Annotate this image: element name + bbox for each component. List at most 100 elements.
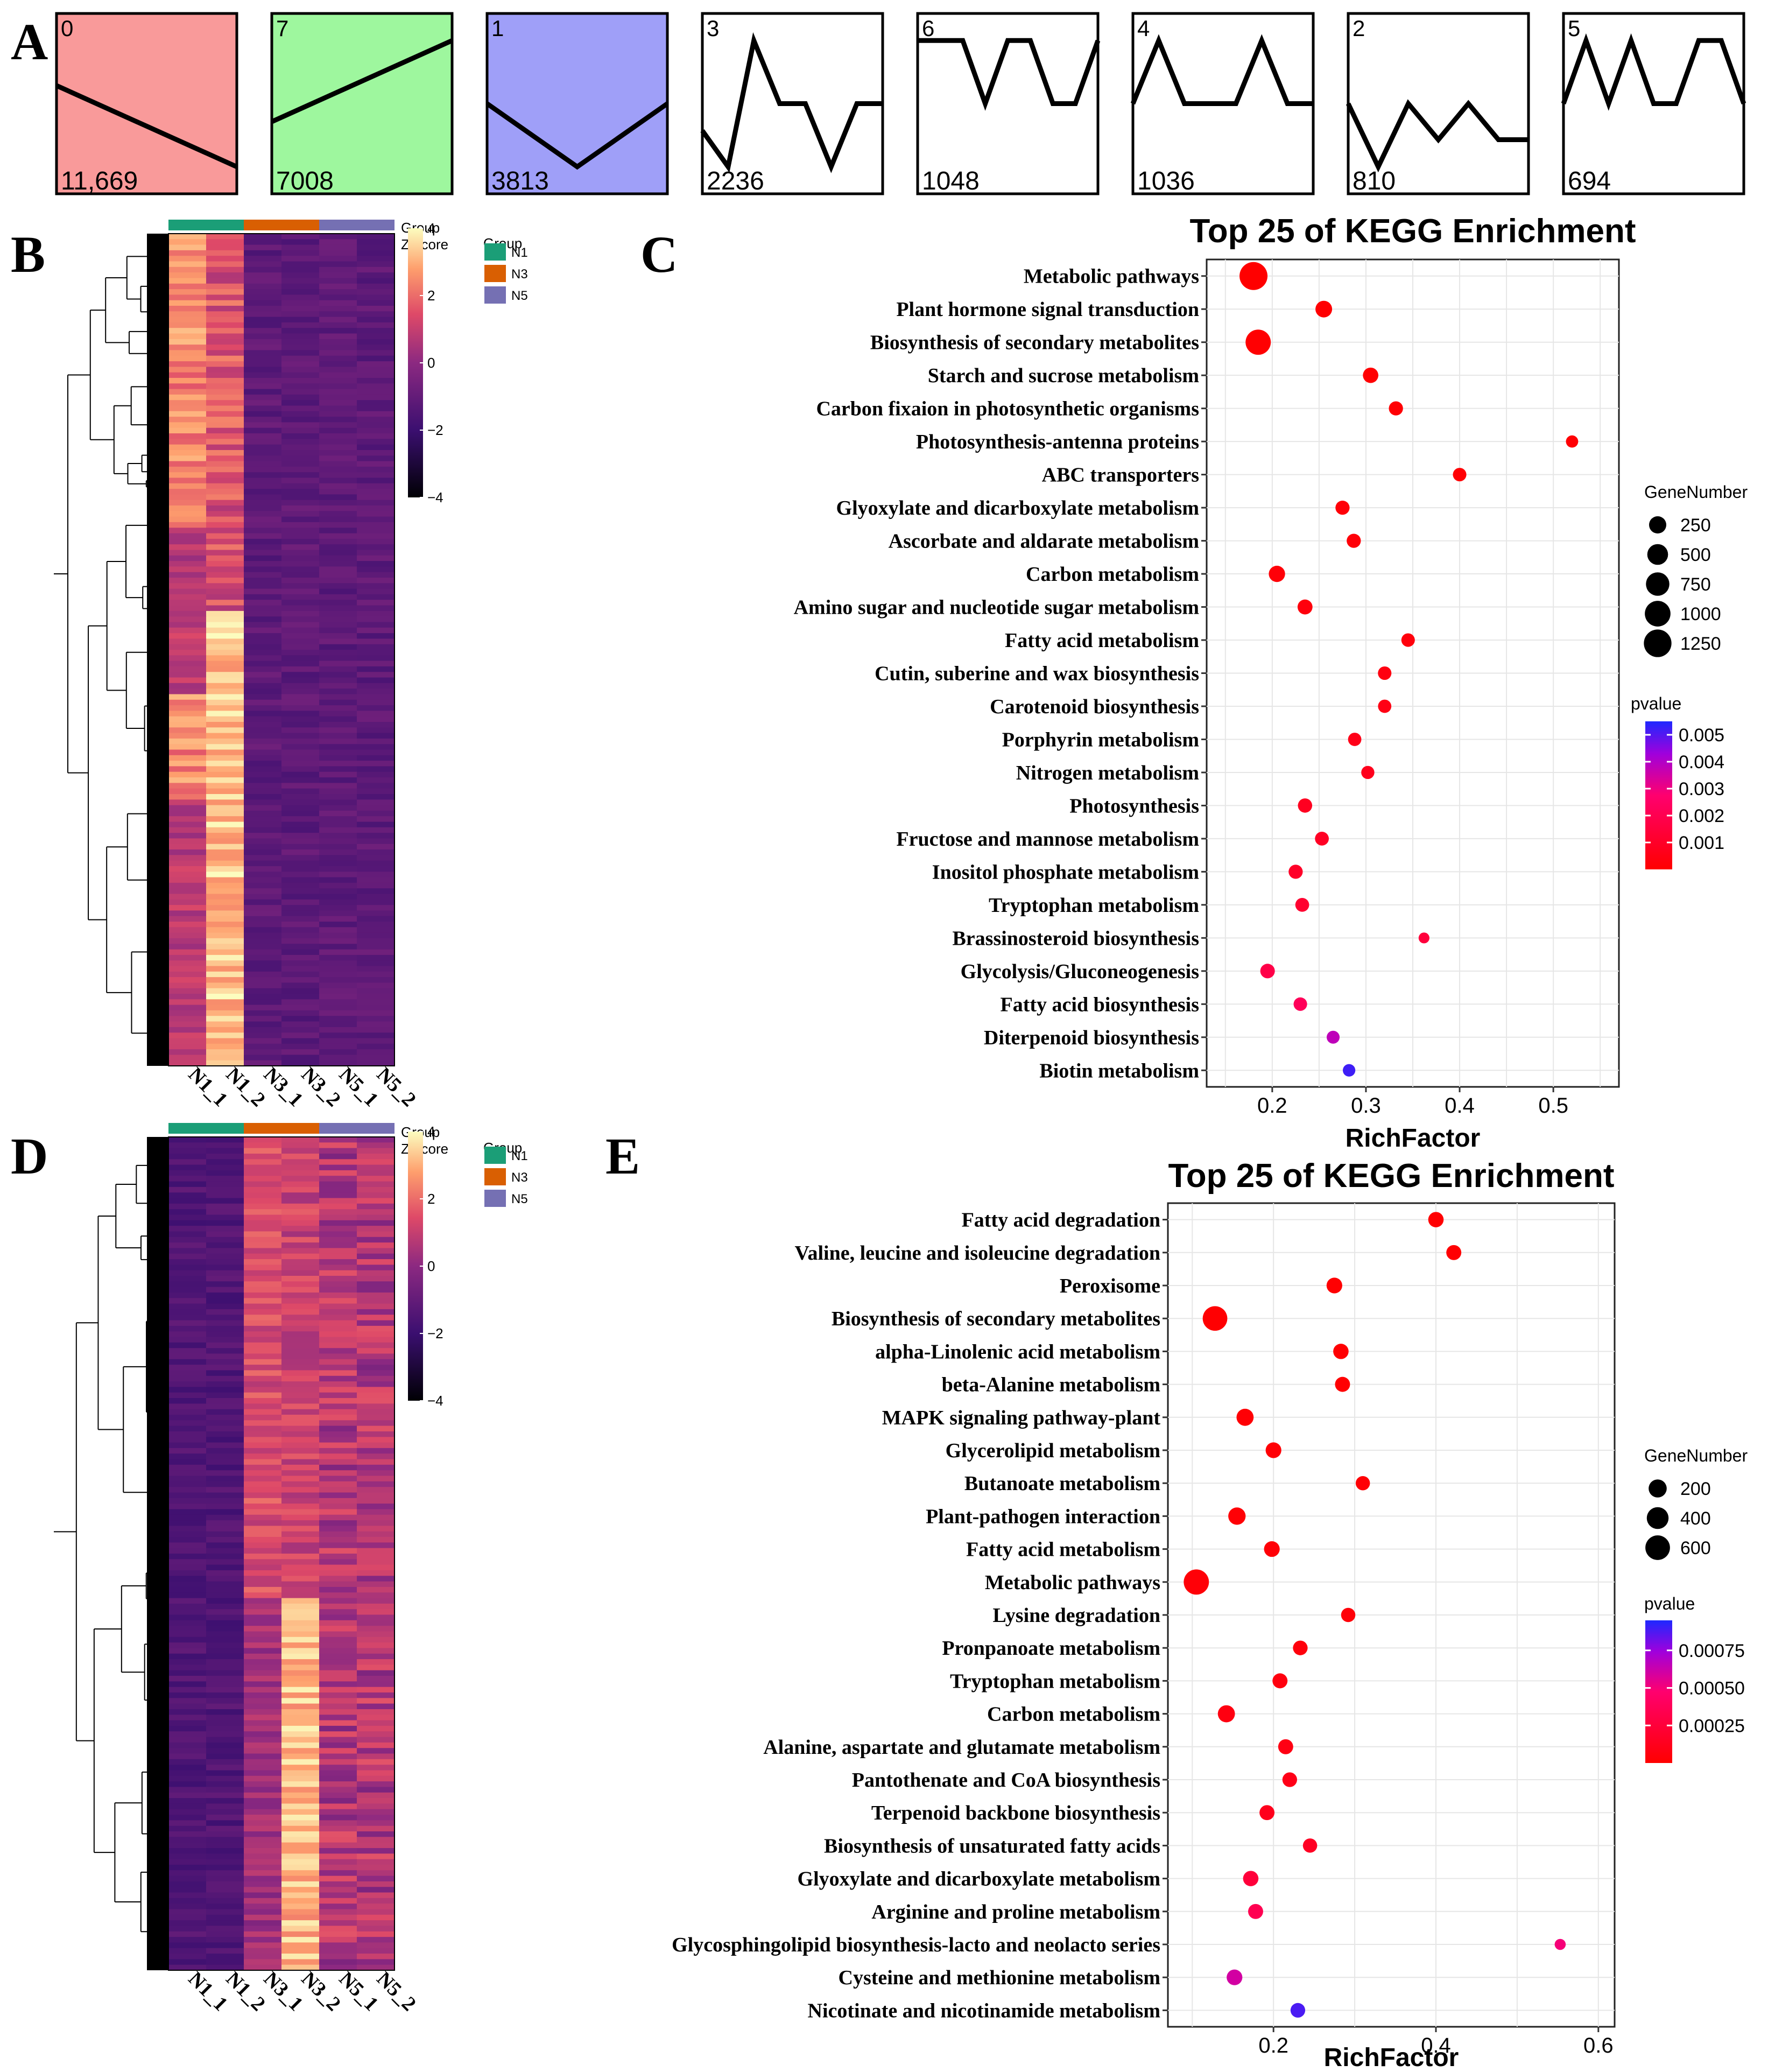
trend-profile-box bbox=[270, 12, 454, 195]
kegg-chart-c: Top 25 of KEGG Enrichment RichFactor Gen… bbox=[794, 213, 1748, 1153]
points bbox=[1239, 262, 1579, 1077]
category-label: Biosynthesis of secondary metabolites bbox=[870, 332, 1199, 354]
group-legend-swatch-n5 bbox=[484, 286, 506, 304]
category-label: Pantothenate and CoA biosynthesis bbox=[852, 1769, 1160, 1792]
enrichment-point bbox=[1236, 1408, 1254, 1426]
group-legend-swatch-n5 bbox=[484, 1190, 506, 1207]
trend-profile-id: 6 bbox=[922, 16, 934, 41]
trend-profile-count: 3813 bbox=[491, 167, 549, 195]
enrichment-point bbox=[1363, 367, 1379, 383]
category-label: Cutin, suberine and wax biosynthesis bbox=[875, 663, 1199, 685]
category-label: Carotenoid biosynthesis bbox=[990, 696, 1199, 718]
pvalue-tick-label: 0.00050 bbox=[1679, 1678, 1745, 1699]
group-bar-n3 bbox=[244, 220, 319, 230]
colorbar-tick: −4 bbox=[427, 489, 443, 505]
pvalue-tick-label: 0.00075 bbox=[1679, 1641, 1745, 1661]
category-label: Peroxisome bbox=[1060, 1275, 1160, 1297]
enrichment-point bbox=[1288, 865, 1303, 879]
category-label: Cysteine and methionine metabolism bbox=[839, 1966, 1161, 1989]
category-label: Biosynthesis of secondary metabolites bbox=[832, 1308, 1160, 1330]
trend-profile-count: 2236 bbox=[707, 167, 764, 195]
category-label: Lysine degradation bbox=[993, 1604, 1160, 1627]
category-label: Photosynthesis-antenna proteins bbox=[916, 431, 1199, 453]
category-label: Plant-pathogen interaction bbox=[926, 1505, 1160, 1528]
category-label: Tryptophan metabolism bbox=[989, 894, 1199, 917]
category-label: Metabolic pathways bbox=[985, 1571, 1160, 1594]
category-label: Nitrogen metabolism bbox=[1016, 762, 1199, 784]
pvalue-tick-label: 0.002 bbox=[1679, 806, 1724, 826]
enrichment-point bbox=[1326, 1030, 1340, 1044]
enrichment-point bbox=[1355, 1476, 1370, 1491]
category-label: Biotin metabolism bbox=[1039, 1059, 1199, 1082]
enrichment-point bbox=[1348, 733, 1362, 746]
category-label: Plant hormone signal transduction bbox=[896, 298, 1199, 321]
size-legend-label: 500 bbox=[1680, 545, 1711, 565]
x-tick-label: 0.6 bbox=[1583, 2034, 1614, 2057]
enrichment-point bbox=[1269, 565, 1285, 582]
enrichment-point bbox=[1326, 1277, 1342, 1294]
enrichment-point bbox=[1453, 468, 1467, 482]
pvalue-tick-label: 0.004 bbox=[1679, 752, 1724, 772]
chart-c-xlabel: RichFactor bbox=[1346, 1124, 1481, 1153]
category-label: Glycosphingolipid biosynthesis-lacto and… bbox=[672, 1934, 1160, 1956]
x-tick-label: 0.2 bbox=[1257, 1094, 1287, 1118]
enrichment-point bbox=[1298, 798, 1313, 813]
pvalue-colorbar bbox=[1645, 1620, 1672, 1763]
group-bar-n5 bbox=[319, 1123, 395, 1134]
enrichment-point bbox=[1566, 435, 1579, 448]
category-label: ABC transporters bbox=[1042, 464, 1199, 487]
enrichment-point bbox=[1217, 1705, 1235, 1723]
size-legend-label: 600 bbox=[1680, 1538, 1711, 1558]
trend-profile-count: 810 bbox=[1353, 167, 1396, 195]
group-bar-n3 bbox=[244, 1123, 319, 1134]
category-label: Carbon fixaion in photosynthetic organis… bbox=[816, 398, 1199, 420]
category-label: Starch and sucrose metabolism bbox=[928, 364, 1199, 387]
size-legend-label: 200 bbox=[1680, 1479, 1711, 1499]
enrichment-point bbox=[1401, 633, 1415, 647]
trend-profile-box bbox=[55, 12, 238, 195]
category-label: Fructose and mannose metabolism bbox=[896, 828, 1199, 851]
x-tick-label: 0.2 bbox=[1258, 2034, 1288, 2057]
group-legend-swatch-n1 bbox=[484, 1147, 506, 1164]
enrichment-point bbox=[1259, 1805, 1275, 1821]
enrichment-point bbox=[1428, 1212, 1444, 1227]
enrichment-point bbox=[1343, 1064, 1356, 1077]
trend-profile-line bbox=[1561, 33, 1746, 111]
category-label: Brassinosteroid biosynthesis bbox=[952, 927, 1199, 950]
trend-profile-line bbox=[1130, 34, 1313, 106]
enrichment-point bbox=[1290, 2003, 1306, 2018]
category-label: Inositol phosphate metabolism bbox=[932, 861, 1199, 883]
size-legend-key bbox=[1645, 601, 1671, 627]
enrichment-point bbox=[1554, 1938, 1566, 1950]
enrichment-point bbox=[1418, 932, 1429, 944]
trend-profile-count: 1048 bbox=[922, 167, 980, 195]
group-legend-label: N3 bbox=[511, 267, 528, 282]
enrichment-point bbox=[1333, 1344, 1349, 1359]
trend-profile-line bbox=[918, 38, 1101, 111]
enrichment-point bbox=[1389, 401, 1403, 416]
category-label: Terpenoid backbone biosynthesis bbox=[871, 1802, 1160, 1824]
size-legend-key bbox=[1647, 544, 1668, 565]
size-legend-label: 750 bbox=[1680, 574, 1711, 595]
trend-profile-id: 0 bbox=[61, 16, 73, 41]
trend-profile-count: 694 bbox=[1568, 167, 1611, 195]
category-label: Glycerolipid metabolism bbox=[946, 1439, 1160, 1462]
enrichment-point bbox=[1297, 599, 1313, 615]
category-label: Fatty acid biosynthesis bbox=[1001, 993, 1199, 1016]
category-label: Alanine, aspartate and glutamate metabol… bbox=[763, 1736, 1160, 1759]
enrichment-point bbox=[1347, 533, 1361, 548]
x-tick-label: 0.4 bbox=[1445, 1094, 1475, 1118]
group-legend-label: N1 bbox=[511, 1149, 528, 1163]
enrichment-point bbox=[1361, 765, 1375, 779]
trend-profile-line bbox=[485, 101, 669, 170]
colorbar-tick: −2 bbox=[427, 1325, 443, 1341]
category-label: Fatty acid degradation bbox=[962, 1209, 1160, 1232]
heatmap-cells bbox=[168, 1137, 395, 1971]
trend-profile-2: 2 810 bbox=[1346, 12, 1530, 195]
trend-profile-count: 7008 bbox=[276, 167, 334, 195]
x-tick-label: 0.3 bbox=[1351, 1094, 1381, 1118]
pvalue-tick-label: 0.003 bbox=[1679, 779, 1724, 799]
panel-label-c: C bbox=[640, 226, 678, 283]
chart-e-title: Top 25 of KEGG Enrichment bbox=[1168, 1157, 1614, 1195]
